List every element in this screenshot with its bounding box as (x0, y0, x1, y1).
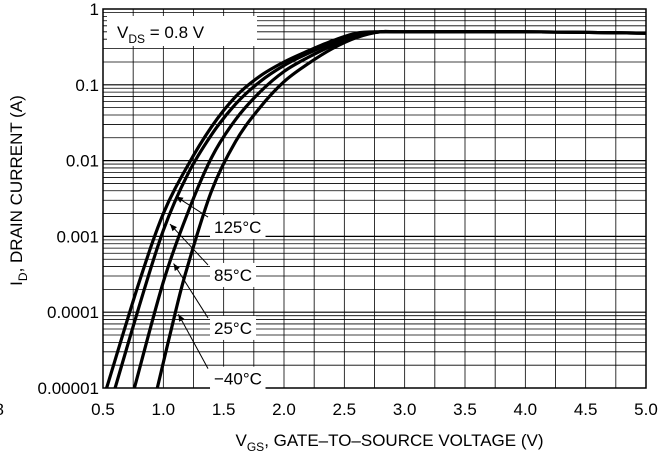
annotation-leader (177, 313, 209, 369)
x-tick-label: 3.0 (393, 400, 417, 419)
condition-label-background (107, 16, 257, 46)
x-tick-label: 1.0 (152, 400, 176, 419)
x-tick-label: 2.5 (333, 400, 357, 419)
annotation-label: 25°C (214, 319, 252, 338)
x-tick-label: 1.5 (212, 400, 236, 419)
y-axis-symbol: I (7, 281, 26, 286)
annotation-arrowhead (175, 196, 184, 203)
condition-text: VDS = 0.8 V (117, 23, 205, 46)
annotation-arrowhead (173, 263, 180, 272)
annotation-label-background (210, 262, 257, 287)
annotation-arrowhead (169, 224, 177, 232)
annotation-label-background (210, 366, 266, 391)
annotation-arrowhead (178, 314, 185, 322)
y-tick-label: 0.001 (56, 227, 99, 246)
y-tick-label: 0.00001 (38, 379, 99, 398)
annotation-label: −40°C (214, 370, 262, 389)
condition-symbol: V (117, 23, 129, 42)
condition-subscript: DS (128, 32, 145, 46)
y-tick-label: 0.1 (75, 76, 99, 95)
annotation-label: 85°C (214, 266, 252, 285)
annotation-leader (169, 223, 209, 266)
x-tick-label: 0.5 (91, 400, 115, 419)
x-axis-symbol: V (236, 431, 248, 450)
tick-labels: 0.5 1.0 1.5 2.0 2.5 3.0 3.5 4.0 4.5 5.0 0.00001 0.0… (38, 0, 658, 419)
left-edge-fragment: 8 (0, 400, 4, 419)
annotation-leader (173, 263, 209, 319)
y-tick-label: 1 (90, 0, 99, 19)
x-tick-label: 5.0 (634, 400, 658, 419)
x-axis-subscript: GS (247, 440, 264, 454)
y-axis-subscript: D (16, 272, 30, 281)
series-group (105, 29, 647, 389)
x-tick-label: 3.5 (453, 400, 477, 419)
series-line (155, 29, 647, 389)
y-tick-label: 0.0001 (47, 303, 99, 322)
y-axis-title: ID, DRAIN CURRENT (A) (7, 95, 30, 286)
annotation-group: 125°C 85°C 25°C −40°C (169, 196, 266, 391)
condition-label: VDS = 0.8 V (107, 16, 257, 46)
x-tick-label: 4.0 (514, 400, 538, 419)
plot-frame (102, 8, 647, 389)
annotation-label-background (210, 215, 266, 240)
annotation-label-background (210, 315, 257, 340)
x-tick-label: 2.0 (272, 400, 296, 419)
x-axis-text: , GATE–TO–SOURCE VOLTAGE (V) (264, 431, 543, 450)
x-axis-title: VGS, GATE–TO–SOURCE VOLTAGE (V) (236, 431, 544, 454)
annotation-label: 125°C (214, 218, 261, 237)
x-tick-label: 4.5 (574, 400, 598, 419)
condition-value: = 0.8 V (145, 23, 205, 42)
grid (103, 9, 646, 388)
y-tick-label: 0.01 (66, 152, 99, 171)
y-axis-text: , DRAIN CURRENT (A) (7, 95, 26, 272)
